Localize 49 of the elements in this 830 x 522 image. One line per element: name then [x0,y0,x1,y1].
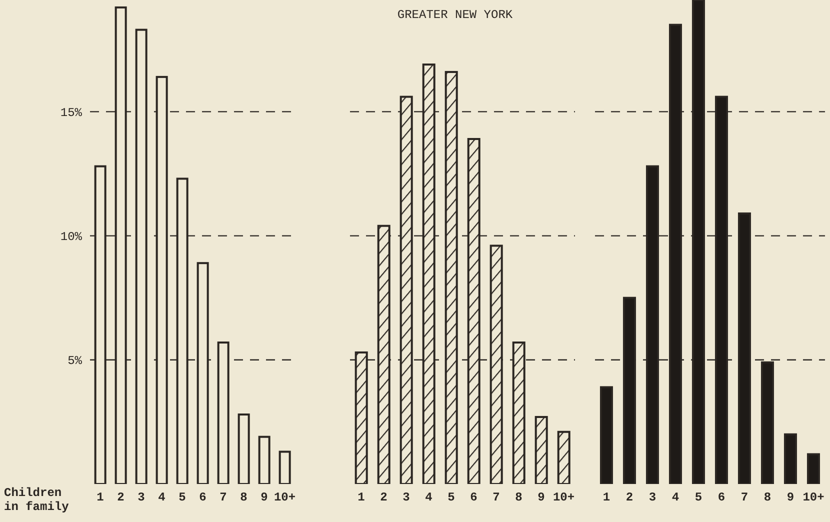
x-tick-label: 3 [648,490,656,505]
x-tick-label: 10+ [552,490,575,505]
bar [534,416,548,484]
x-tick-label: 1 [358,490,365,505]
x-axis-title: Children in family [4,486,70,514]
x-tick-label: 10+ [274,490,296,505]
bar [622,296,636,484]
x-tick-label: 6 [470,490,478,505]
x-tick-label: 10+ [802,490,824,505]
x-tick-label: 8 [240,490,248,505]
x-tick-label: 7 [740,490,748,505]
x-tick-label: 4 [158,490,166,505]
bar [278,450,291,484]
x-tick-label: 9 [538,490,545,505]
bar [738,212,751,484]
y-tick-label: 10% [60,230,83,244]
x-tick-label: 4 [672,490,680,505]
bar [444,70,458,484]
x-tick-label: 7 [492,490,500,505]
bar [258,436,270,484]
x-tick-label: 2 [117,490,124,505]
y-tick-label: 5% [68,354,83,368]
x-tick-label: 8 [515,490,522,505]
bar [217,342,230,484]
bar [557,430,570,484]
x-tick-label: 5 [448,490,455,505]
x-tick-label: 1 [602,490,610,505]
x-tick-label: 3 [138,490,145,505]
bar [600,386,613,484]
x-tick-label: 2 [626,490,634,505]
x-tick-label: 9 [260,490,268,505]
bar [806,453,820,484]
x-tick-label: 4 [425,490,432,505]
bar [490,244,503,484]
x-tick-label: 2 [380,490,388,505]
x-tick-label: 5 [178,490,186,505]
x-tick-label: 8 [764,490,772,505]
text: GREATER NEW YORK [396,8,514,22]
x-tick-label: 3 [402,490,410,505]
bar [784,433,797,484]
y-tick-label: 15% [60,106,83,120]
x-tick-label: 1 [96,490,104,505]
x-tick-label: 7 [220,490,227,505]
x-tick-label: 6 [199,490,206,505]
x-tick-label: 9 [786,490,794,505]
bar [135,28,148,484]
bar [238,414,250,484]
x-tick-label: 6 [718,490,726,505]
x-tick-label: 5 [694,490,702,505]
